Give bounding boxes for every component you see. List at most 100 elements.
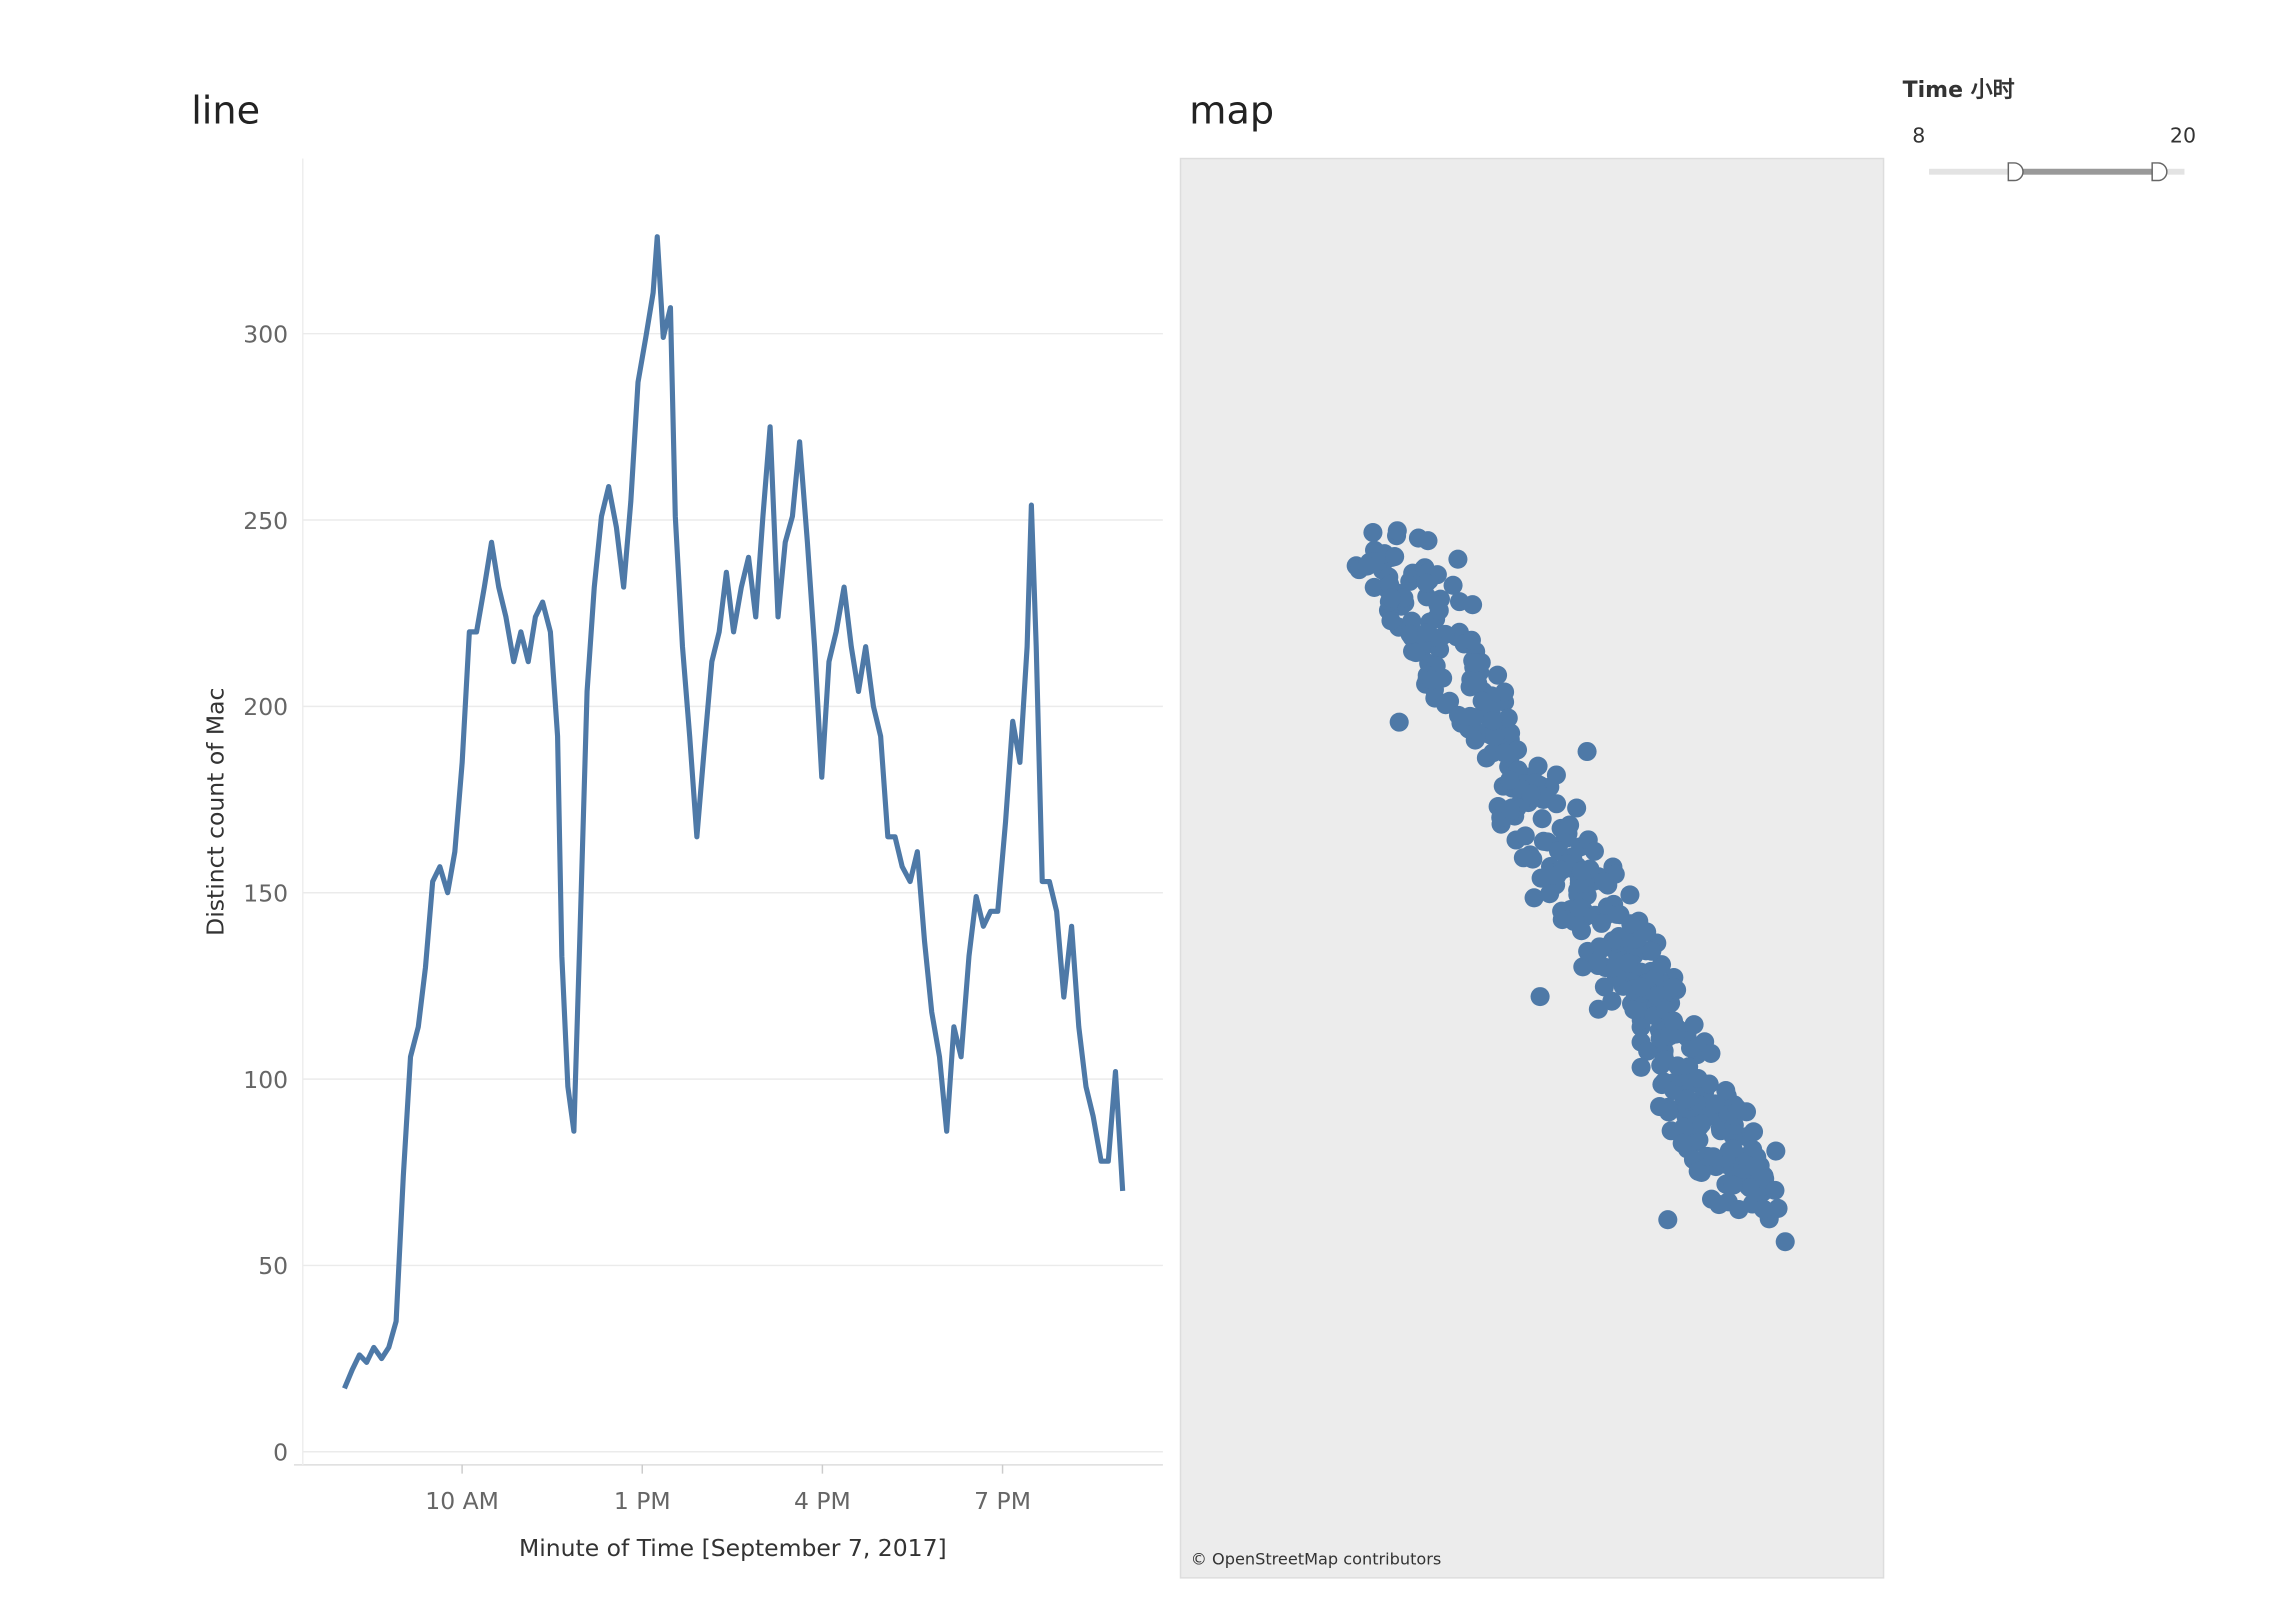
map-point: [1743, 1122, 1764, 1142]
map-point: [1418, 531, 1438, 551]
map-point: [1513, 848, 1533, 868]
map-point: [1631, 977, 1651, 997]
map-point: [1667, 1056, 1688, 1076]
x-tick-label: 10 AM: [425, 1487, 499, 1515]
map-point: [1531, 868, 1551, 888]
map-point: [1528, 756, 1548, 776]
map-point: [1651, 955, 1672, 975]
map-point: [1498, 708, 1518, 728]
map-point: [1443, 575, 1463, 595]
y-axis-title: Distinct count of Mac: [202, 688, 230, 936]
map-point: [1428, 595, 1448, 615]
map-point: [1533, 831, 1554, 851]
x-axis-title: Minute of Time [September 7, 2017]: [519, 1534, 947, 1562]
map-point: [1703, 1147, 1723, 1167]
map-point: [1631, 1057, 1651, 1077]
map-point: [1765, 1180, 1785, 1200]
map-point: [1485, 726, 1505, 746]
map-point: [1677, 1089, 1697, 1109]
map-point: [1521, 784, 1541, 804]
y-tick-label: 50: [258, 1252, 288, 1280]
map-point: [1385, 547, 1405, 567]
map-point: [1515, 826, 1535, 846]
y-tick-label: 250: [243, 507, 288, 535]
map-point: [1594, 872, 1614, 892]
map-point: [1422, 670, 1442, 690]
chart-title: line: [191, 88, 260, 132]
map-point: [1688, 1068, 1708, 1089]
slider-handle[interactable]: [2007, 162, 2024, 182]
map-point: [1500, 770, 1520, 790]
map-point: [1723, 1175, 1743, 1195]
x-tick-label: 4 PM: [794, 1487, 851, 1515]
map-point: [1417, 623, 1437, 643]
map-point: [1688, 1161, 1708, 1181]
map-point: [1540, 884, 1560, 904]
map-point: [1464, 708, 1485, 728]
filter-max-label: 20: [2170, 123, 2196, 147]
map-point: [1689, 1130, 1709, 1150]
y-tick-label: 100: [243, 1066, 288, 1094]
map-point: [1602, 991, 1622, 1011]
map-point: [1500, 799, 1520, 819]
map-point: [1577, 741, 1597, 762]
map-point: [1705, 1094, 1725, 1114]
map-attribution: © OpenStreetMap contributors: [1191, 1550, 1442, 1569]
map-point: [1638, 1041, 1658, 1061]
map-point: [1684, 1015, 1704, 1035]
map-point: [1610, 905, 1630, 925]
map-point: [1448, 705, 1469, 725]
line-series: [342, 234, 1126, 1390]
map-point: [1524, 888, 1544, 908]
map-point: [1584, 841, 1604, 861]
map-point: [1387, 521, 1407, 541]
map-point: [1620, 885, 1640, 905]
map-point: [1588, 951, 1608, 972]
x-tick-label: 1 PM: [614, 1487, 671, 1515]
map-point: [1487, 665, 1508, 685]
map-point: [1768, 1198, 1788, 1218]
map-point: [1701, 1043, 1721, 1063]
map-point: [1400, 624, 1420, 644]
map-point: [1659, 1102, 1679, 1122]
map-point: [1547, 865, 1567, 885]
filter-title: Time 小时: [1903, 78, 2015, 103]
map-point: [1406, 643, 1426, 663]
map-point: [1618, 953, 1638, 973]
map-point: [1766, 1141, 1786, 1161]
map-points: [1346, 521, 1795, 1252]
slider-handle[interactable]: [2151, 162, 2168, 182]
map-point: [1740, 1178, 1760, 1198]
map-point: [1416, 573, 1436, 593]
map-point: [1381, 611, 1401, 631]
map-point: [1461, 630, 1481, 650]
map-point: [1468, 673, 1488, 693]
map-point: [1569, 898, 1589, 918]
map-point: [1709, 1195, 1729, 1215]
chart-title: map: [1189, 88, 1274, 132]
map-point: [1674, 1117, 1694, 1137]
y-tick-label: 0: [273, 1439, 288, 1467]
y-tick-label: 150: [243, 880, 288, 908]
map-point: [1753, 1199, 1773, 1219]
map-point: [1591, 913, 1611, 933]
map-point: [1389, 712, 1409, 732]
map-point: [1775, 1232, 1795, 1252]
map-point: [1472, 691, 1492, 711]
map-point: [1547, 794, 1567, 814]
map-point: [1716, 1081, 1736, 1101]
y-tick-label: 200: [243, 693, 288, 721]
map-point: [1532, 809, 1552, 829]
map-point: [1571, 861, 1592, 881]
map-point: [1501, 723, 1521, 743]
map-point: [1663, 1011, 1684, 1031]
map-point: [1672, 1133, 1692, 1153]
map-point: [1530, 987, 1550, 1007]
y-tick-label: 300: [243, 320, 288, 348]
map-point: [1642, 941, 1662, 961]
map-point: [1663, 977, 1683, 997]
map-point: [1560, 815, 1580, 835]
map-point: [1567, 798, 1587, 818]
map-point: [1463, 595, 1483, 615]
